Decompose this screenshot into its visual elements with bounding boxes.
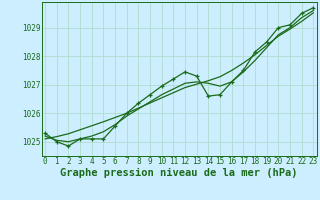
X-axis label: Graphe pression niveau de la mer (hPa): Graphe pression niveau de la mer (hPa) — [60, 168, 298, 178]
